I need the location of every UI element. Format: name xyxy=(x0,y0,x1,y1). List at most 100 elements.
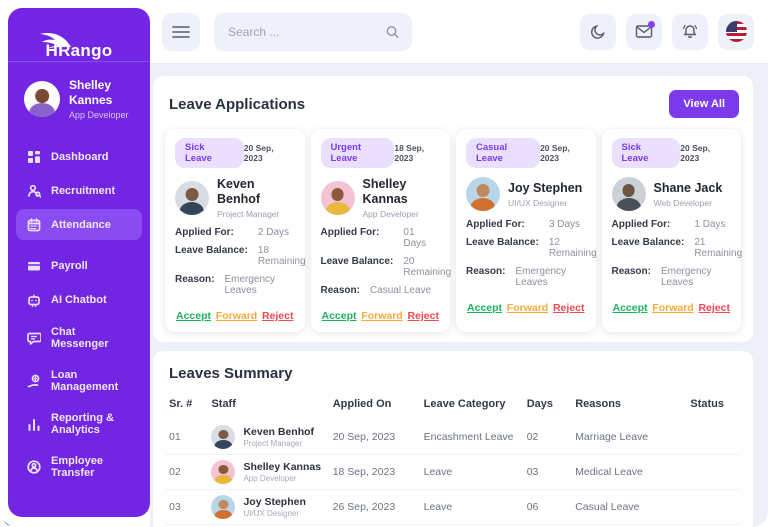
sidebar-item-loan-management[interactable]: Loan Management xyxy=(16,361,142,401)
sidebar: HRango Shelley Kannes App Developer Dash… xyxy=(8,8,150,517)
leave-card: Sick Leave 20 Sep, 2023 Shane Jack Web D… xyxy=(601,129,742,332)
cell-sr: 01 xyxy=(169,431,181,443)
cell-days: 01 xyxy=(522,524,572,527)
search-box[interactable] xyxy=(214,12,412,51)
avatar xyxy=(211,460,236,484)
table-row[interactable]: 03 Joy Stephen UI/UX Designer 26 Sep, 202… xyxy=(165,489,741,525)
sidebar-item-label: Attendance xyxy=(51,218,111,231)
dashboard-icon xyxy=(26,149,41,164)
leave-balance-label: Leave Balance: xyxy=(611,237,685,248)
bell-icon xyxy=(683,24,697,39)
forward-link[interactable]: Forward xyxy=(215,310,258,322)
analytics-icon xyxy=(26,417,41,432)
leave-balance-label: Leave Balance: xyxy=(175,245,248,256)
us-flag-icon xyxy=(725,21,747,42)
col-leave-category: Leave Category xyxy=(423,398,506,410)
notifications-button[interactable] xyxy=(672,13,708,50)
leave-type-badge: Casual Leave xyxy=(466,138,541,168)
view-all-button[interactable]: View All xyxy=(669,90,739,118)
sidebar-item-dashboard[interactable]: Dashboard xyxy=(16,141,142,172)
accept-link[interactable]: Accept xyxy=(321,310,357,322)
sidebar-item-label: AI Chatbot xyxy=(51,293,107,306)
col-days: Days xyxy=(526,398,553,410)
staff-name: Keven Benhof xyxy=(243,425,315,438)
sidebar-item-recruitment[interactable]: Recruitment xyxy=(16,175,142,206)
cell-reason: Marriage Leave xyxy=(575,431,649,443)
transfer-icon xyxy=(26,460,41,475)
reject-link[interactable]: Reject xyxy=(552,302,585,314)
cell-category: Encashment Leave xyxy=(423,431,514,443)
forward-link[interactable]: Forward xyxy=(506,302,549,314)
table-row[interactable]: 01 Keven Benhof Project Manager 20 Sep, 2… xyxy=(165,420,741,455)
leave-applications-title: Leave Applications xyxy=(169,95,306,113)
topbar xyxy=(150,0,768,64)
accept-link[interactable]: Accept xyxy=(612,302,648,314)
main-area: Leave Applications View All Sick Leave 2… xyxy=(150,0,768,527)
reject-link[interactable]: Reject xyxy=(261,310,294,322)
language-button[interactable] xyxy=(718,13,754,50)
sidebar-item-label: Chat Messenger xyxy=(51,326,109,350)
employee-name: Joy Stephen xyxy=(508,180,583,195)
sidebar-item-ai-chatbot[interactable]: AI Chatbot xyxy=(16,284,142,315)
applied-for-label: Applied For: xyxy=(320,227,380,238)
sidebar-item-payroll[interactable]: Payroll xyxy=(16,250,142,281)
corner-accent xyxy=(0,518,12,527)
accept-link[interactable]: Accept xyxy=(176,310,212,322)
staff-role: UI/UX Designer xyxy=(243,509,300,519)
forward-link[interactable]: Forward xyxy=(652,302,694,314)
col-sr: Sr. # xyxy=(169,398,193,410)
cell-category: Encashment Leave xyxy=(419,524,523,527)
leave-type-badge: Sick Leave xyxy=(175,138,244,168)
menu-toggle-button[interactable] xyxy=(162,12,200,51)
reason-label: Reason: xyxy=(320,285,360,296)
cell-applied-on: 18 Sep, 2023 xyxy=(328,454,420,490)
messages-button[interactable] xyxy=(626,13,662,50)
leave-balance-value: 20 Remaining xyxy=(403,256,452,278)
reject-link[interactable]: Reject xyxy=(698,302,730,314)
sidebar-nav: Dashboard Recruitment Attendance Payroll… xyxy=(8,134,150,494)
sidebar-item-label: Payroll xyxy=(51,259,88,272)
leave-balance-value: 18 Remaining xyxy=(257,245,306,267)
avatar xyxy=(211,425,236,449)
table-row[interactable]: 02 Shelley Kannas App Developer 18 Sep, 2… xyxy=(165,454,741,490)
reason-label: Reason: xyxy=(611,266,651,277)
sidebar-item-reporting-analytics[interactable]: Reporting & Analytics xyxy=(16,404,142,444)
employee-name: Shane Jack xyxy=(653,180,723,195)
sidebar-item-chat-messenger[interactable]: Chat Messenger xyxy=(16,318,142,358)
user-profile[interactable]: Shelley Kannes App Developer xyxy=(8,62,150,134)
leave-balance-value: 12 Remaining xyxy=(548,237,597,259)
leaves-summary-panel: Leaves Summary Sr. # Staff Applied On Le… xyxy=(153,351,753,527)
dark-mode-button[interactable] xyxy=(580,13,616,50)
forward-link[interactable]: Forward xyxy=(361,310,403,322)
applied-for-value: 01 Days xyxy=(403,227,427,249)
cell-applied-on: 17 Sep, 2023 xyxy=(328,524,420,527)
leave-card: Casual Leave 20 Sep, 2023 Joy Stephen UI… xyxy=(456,129,597,332)
profile-role: App Developer xyxy=(69,110,129,120)
cell-status xyxy=(686,454,741,490)
sidebar-item-attendance[interactable]: Attendance xyxy=(16,209,142,240)
cell-reason: Casual Leave xyxy=(571,489,687,525)
leave-date: 20 Sep, 2023 xyxy=(680,143,711,163)
messenger-icon xyxy=(26,331,41,346)
cell-sr: 02 xyxy=(165,454,208,490)
leave-cards: Sick Leave 20 Sep, 2023 Keven Benhof Pro… xyxy=(165,129,742,332)
col-applied-on: Applied On xyxy=(332,398,392,410)
sidebar-item-employee-transfer[interactable]: Employee Transfer xyxy=(16,447,142,487)
payroll-icon xyxy=(26,258,41,273)
col-status: Status xyxy=(690,398,725,410)
cell-sr: 03 xyxy=(165,489,208,525)
leave-type-badge: Urgent Leave xyxy=(320,138,395,168)
applied-for-label: Applied For: xyxy=(175,227,234,238)
applied-for-value: 3 Days xyxy=(548,219,581,230)
avatar xyxy=(175,181,209,215)
avatar xyxy=(24,81,60,117)
leaves-summary-table: Sr. # Staff Applied On Leave Category Da… xyxy=(165,390,741,527)
cell-reason: Marriage Leave xyxy=(571,524,687,527)
accept-link[interactable]: Accept xyxy=(467,302,503,314)
staff-name: Joy Stephen xyxy=(243,495,306,508)
wing-icon xyxy=(39,33,71,48)
cell-status xyxy=(686,420,741,455)
search-input[interactable] xyxy=(226,23,385,40)
reject-link[interactable]: Reject xyxy=(407,310,439,322)
